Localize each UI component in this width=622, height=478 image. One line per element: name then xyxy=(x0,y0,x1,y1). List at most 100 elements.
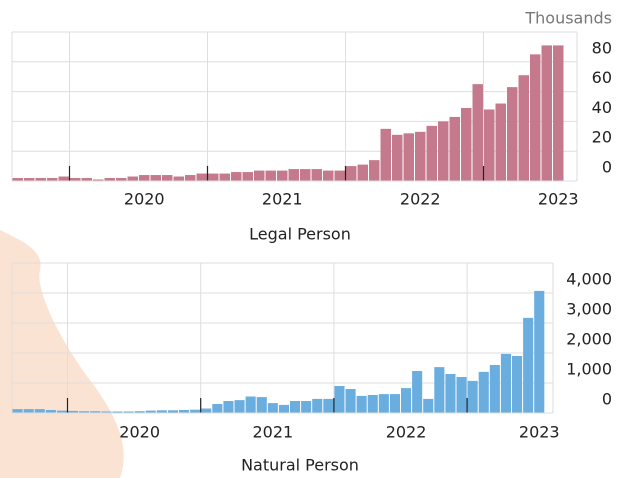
bar xyxy=(134,411,145,413)
bar xyxy=(234,400,245,413)
y-tick-label: 20 xyxy=(592,128,612,147)
bar xyxy=(112,411,123,413)
bar xyxy=(553,45,564,181)
bar xyxy=(127,176,138,181)
bar xyxy=(534,290,545,413)
y-tick-label: 0 xyxy=(602,158,612,177)
bar xyxy=(478,371,489,413)
bar xyxy=(167,410,178,413)
x-tick-label: 2022 xyxy=(400,190,441,209)
y-tick-label: 80 xyxy=(592,38,612,57)
bar xyxy=(277,170,288,181)
bar xyxy=(179,410,190,413)
bar xyxy=(45,410,56,413)
bar xyxy=(123,411,134,413)
x-tick-label: 2020 xyxy=(119,423,160,442)
bar xyxy=(403,133,414,181)
bar xyxy=(346,166,357,181)
bar xyxy=(300,169,311,181)
bar xyxy=(156,410,167,413)
bar xyxy=(139,175,150,181)
bar xyxy=(56,410,67,413)
bar xyxy=(426,125,437,181)
bar xyxy=(312,398,323,413)
bar xyxy=(334,386,345,413)
bar xyxy=(47,178,58,181)
bar xyxy=(290,401,301,413)
bar xyxy=(518,75,529,181)
bar xyxy=(392,134,403,181)
bar xyxy=(345,389,356,413)
bar xyxy=(219,173,230,181)
bar xyxy=(301,401,312,413)
bar xyxy=(461,107,472,181)
bar xyxy=(523,317,534,413)
bar xyxy=(104,178,115,181)
bar xyxy=(265,170,276,181)
bar xyxy=(530,54,541,181)
y-tick-label: 3,000 xyxy=(566,300,612,319)
bar xyxy=(12,409,23,413)
x-tick-label: 2020 xyxy=(124,190,165,209)
bar xyxy=(34,409,45,413)
bar xyxy=(438,121,449,181)
bar xyxy=(201,408,212,413)
x-axis-label: Legal Person xyxy=(249,225,351,244)
bar xyxy=(434,367,445,413)
bar xyxy=(380,128,391,181)
bar xyxy=(311,169,322,181)
bar xyxy=(323,398,334,413)
bar xyxy=(223,401,234,413)
bar xyxy=(541,45,552,181)
bar xyxy=(81,178,92,181)
bar xyxy=(423,398,434,413)
bar xyxy=(256,397,267,413)
y-tick-label: 60 xyxy=(592,68,612,87)
x-tick-label: 2022 xyxy=(386,423,427,442)
bar xyxy=(150,175,161,181)
bar xyxy=(456,377,467,413)
bar xyxy=(185,175,196,181)
bar xyxy=(472,84,483,181)
bar xyxy=(212,404,223,413)
bar xyxy=(35,178,46,181)
bar xyxy=(58,176,69,181)
bar xyxy=(68,410,79,413)
bar xyxy=(356,395,367,413)
bar xyxy=(445,374,456,413)
bar xyxy=(467,380,478,413)
x-tick-label: 2021 xyxy=(252,423,293,442)
bar xyxy=(401,388,412,413)
bar xyxy=(369,160,380,181)
bar xyxy=(288,169,299,181)
bar xyxy=(231,172,242,181)
x-tick-label: 2021 xyxy=(262,190,303,209)
bar xyxy=(70,178,81,181)
background-shape xyxy=(0,230,124,478)
bar xyxy=(334,170,345,181)
y-tick-label: 40 xyxy=(592,98,612,117)
bar xyxy=(208,173,219,181)
bar xyxy=(267,403,278,413)
bar xyxy=(162,175,173,181)
bar xyxy=(367,395,378,413)
bar xyxy=(242,172,253,181)
y-tick-label: 1,000 xyxy=(566,360,612,379)
y-tick-label: 0 xyxy=(602,390,612,409)
y-tick-label: 4,000 xyxy=(566,270,612,289)
bar xyxy=(93,179,104,181)
y-tick-label: 2,000 xyxy=(566,330,612,349)
x-axis-label: Natural Person xyxy=(241,456,359,475)
bar xyxy=(449,116,460,181)
bar xyxy=(23,409,34,413)
bar xyxy=(412,371,423,413)
bar xyxy=(512,356,523,413)
bar xyxy=(323,170,334,181)
bar xyxy=(415,131,426,181)
bar xyxy=(190,409,201,413)
bar xyxy=(507,87,518,181)
bar xyxy=(145,410,156,413)
bar xyxy=(489,365,500,413)
bar xyxy=(90,411,101,413)
